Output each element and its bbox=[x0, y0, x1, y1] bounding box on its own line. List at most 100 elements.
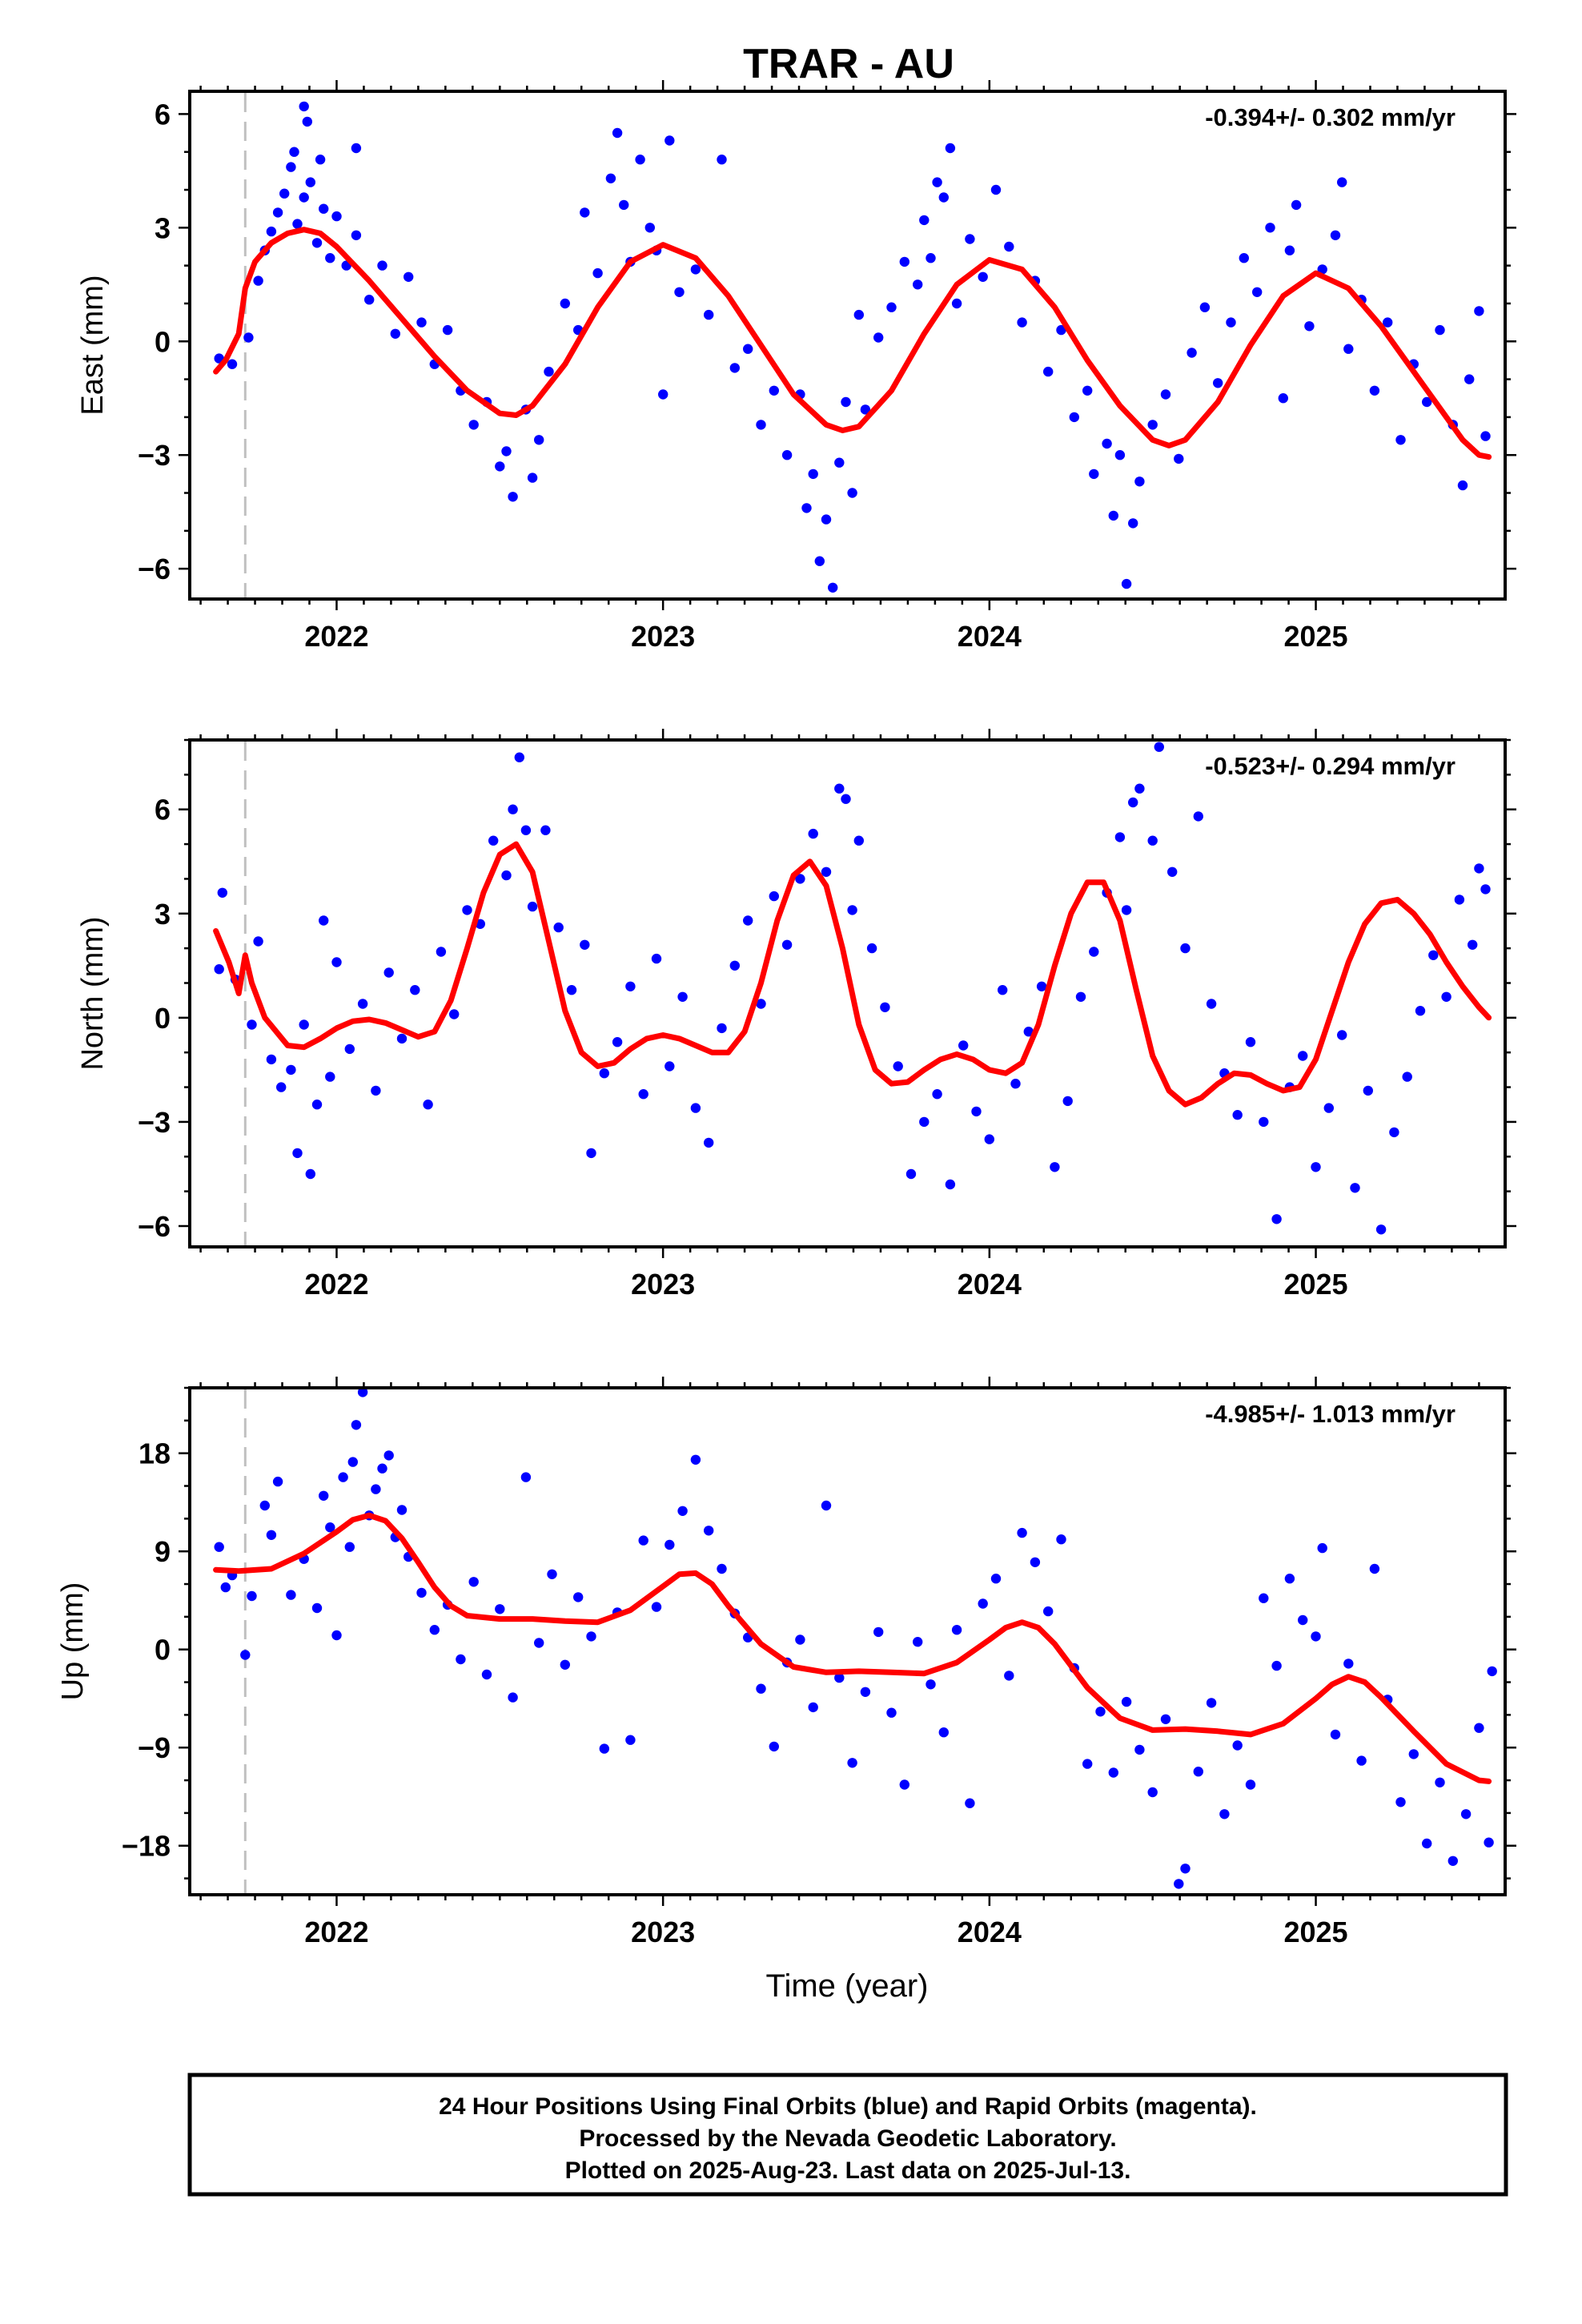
data-point bbox=[651, 1602, 662, 1612]
data-point bbox=[1036, 981, 1047, 992]
data-point bbox=[1147, 1787, 1158, 1798]
data-point bbox=[1252, 287, 1263, 297]
data-point bbox=[990, 1574, 1002, 1584]
velocity-rate-label: -0.394+/- 0.302 mm/yr bbox=[1205, 103, 1456, 131]
data-point bbox=[847, 905, 857, 915]
data-point bbox=[1062, 1096, 1073, 1107]
data-point bbox=[1069, 412, 1080, 423]
data-point bbox=[965, 1798, 975, 1808]
footer-line-3: Plotted on 2025-Aug-23. Last data on 202… bbox=[565, 2157, 1131, 2184]
data-point bbox=[619, 199, 629, 211]
data-point bbox=[1323, 1103, 1335, 1113]
data-point bbox=[1311, 1631, 1321, 1642]
data-point bbox=[1128, 797, 1138, 808]
data-point bbox=[449, 1009, 460, 1019]
data-point bbox=[1435, 324, 1445, 336]
data-point bbox=[383, 967, 394, 978]
data-point bbox=[926, 1679, 936, 1690]
data-point bbox=[853, 835, 865, 846]
data-point bbox=[488, 835, 499, 846]
data-point bbox=[1291, 199, 1302, 211]
data-point bbox=[899, 1779, 910, 1790]
x-tick-label: 2023 bbox=[631, 1916, 695, 1948]
data-point bbox=[560, 298, 570, 309]
data-point bbox=[1193, 1767, 1204, 1777]
data-point bbox=[945, 143, 956, 154]
data-point bbox=[853, 309, 865, 320]
data-point bbox=[1089, 947, 1099, 957]
data-point bbox=[625, 981, 636, 992]
data-point bbox=[217, 887, 227, 899]
data-point bbox=[651, 953, 662, 964]
data-point bbox=[704, 309, 714, 320]
data-point bbox=[1484, 1837, 1494, 1848]
data-point bbox=[658, 389, 669, 400]
data-point bbox=[573, 1592, 584, 1602]
data-point bbox=[302, 116, 312, 127]
data-point bbox=[325, 253, 335, 263]
data-point bbox=[1389, 1127, 1399, 1138]
data-point bbox=[1134, 1744, 1145, 1755]
data-point bbox=[1056, 1534, 1066, 1545]
data-point bbox=[416, 1587, 427, 1598]
x-axis-title: Time (year) bbox=[766, 1968, 929, 2004]
x-tick-label: 2025 bbox=[1283, 620, 1347, 653]
data-point bbox=[1259, 1593, 1269, 1603]
data-point bbox=[756, 999, 766, 1009]
data-point bbox=[501, 446, 512, 456]
data-point bbox=[1441, 991, 1452, 1003]
data-point bbox=[240, 1650, 251, 1660]
data-point bbox=[1167, 866, 1178, 878]
data-point bbox=[1082, 1759, 1093, 1769]
data-point bbox=[769, 1741, 779, 1752]
data-point bbox=[1095, 1707, 1106, 1717]
data-point bbox=[344, 1542, 355, 1552]
data-point bbox=[592, 267, 603, 279]
data-point bbox=[1428, 950, 1439, 961]
data-point bbox=[665, 135, 675, 146]
data-point bbox=[292, 1148, 303, 1159]
data-point bbox=[1304, 321, 1315, 332]
data-point bbox=[1219, 1809, 1230, 1819]
data-point bbox=[971, 1106, 982, 1117]
data-point bbox=[919, 1116, 930, 1128]
data-point bbox=[540, 825, 551, 835]
data-point bbox=[520, 1472, 532, 1482]
data-point bbox=[1468, 939, 1478, 951]
data-point bbox=[873, 332, 884, 343]
data-point bbox=[286, 1590, 296, 1600]
data-point bbox=[1422, 396, 1432, 408]
data-point bbox=[978, 271, 988, 282]
data-point bbox=[729, 960, 740, 971]
data-point bbox=[690, 264, 701, 275]
data-point bbox=[319, 915, 329, 926]
data-point bbox=[331, 957, 342, 967]
data-point bbox=[311, 1100, 323, 1110]
data-point bbox=[534, 435, 544, 445]
data-point bbox=[338, 1472, 348, 1482]
data-point bbox=[331, 1630, 342, 1641]
data-point bbox=[1395, 435, 1406, 445]
data-point bbox=[468, 420, 479, 430]
data-point bbox=[580, 939, 590, 951]
data-point bbox=[462, 905, 472, 915]
data-point bbox=[913, 279, 923, 290]
data-point bbox=[834, 783, 845, 794]
data-point bbox=[1160, 389, 1171, 400]
data-point bbox=[1317, 264, 1327, 275]
data-point bbox=[429, 1625, 440, 1635]
panel-east: −6 −3 0 3 6 2022 2023 2024 2025 East (mm) -0.394+/… bbox=[76, 80, 1516, 653]
data-point bbox=[508, 1692, 518, 1703]
data-point bbox=[729, 363, 740, 373]
data-point bbox=[305, 1168, 315, 1180]
data-point bbox=[1056, 324, 1066, 336]
data-point bbox=[951, 298, 962, 309]
y-tick-label: −3 bbox=[138, 439, 171, 472]
data-point bbox=[1134, 476, 1145, 487]
data-point bbox=[247, 1590, 257, 1602]
data-point bbox=[1343, 1659, 1354, 1669]
data-point bbox=[638, 1089, 648, 1100]
data-point bbox=[860, 404, 871, 415]
y-tick-label: 0 bbox=[155, 325, 171, 358]
data-point bbox=[886, 1707, 897, 1718]
